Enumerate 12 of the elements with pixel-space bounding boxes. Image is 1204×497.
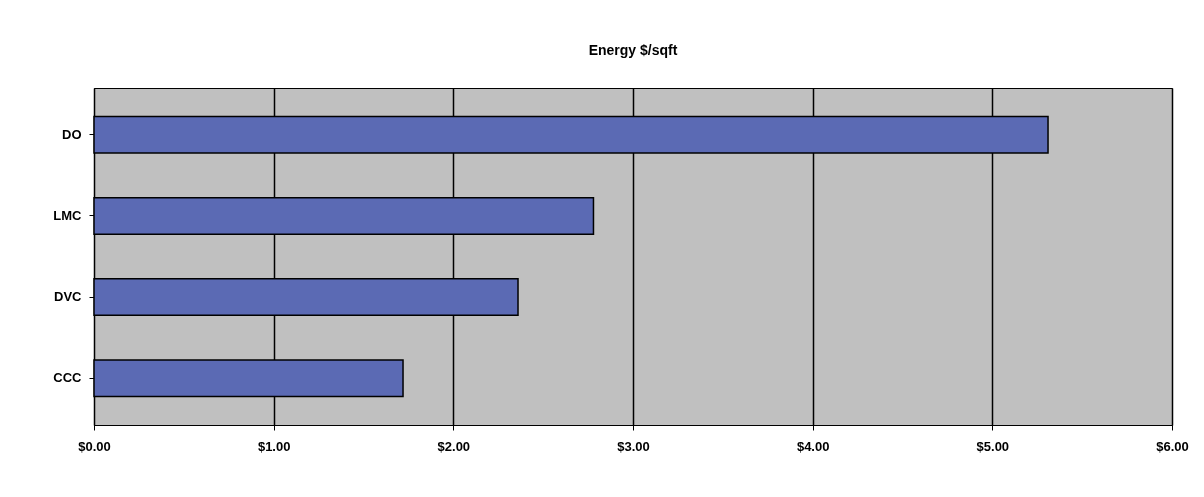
x-tick-label: $2.00 [437,438,471,454]
x-tick-label: $6.00 [1156,438,1189,454]
y-tick-label: LMC [53,207,83,223]
y-tick-label: CCC [53,370,83,386]
chart-title: Energy $/sqft [588,42,678,58]
y-tick-label: DO [62,126,82,142]
y-tick-label: DVC [54,289,83,305]
x-tick-label: $3.00 [617,438,650,454]
x-tick-label: $5.00 [976,438,1010,454]
x-tick-label: $1.00 [257,438,291,454]
x-tick-label: $4.00 [796,438,830,454]
x-tick-label: $0.00 [78,438,111,454]
